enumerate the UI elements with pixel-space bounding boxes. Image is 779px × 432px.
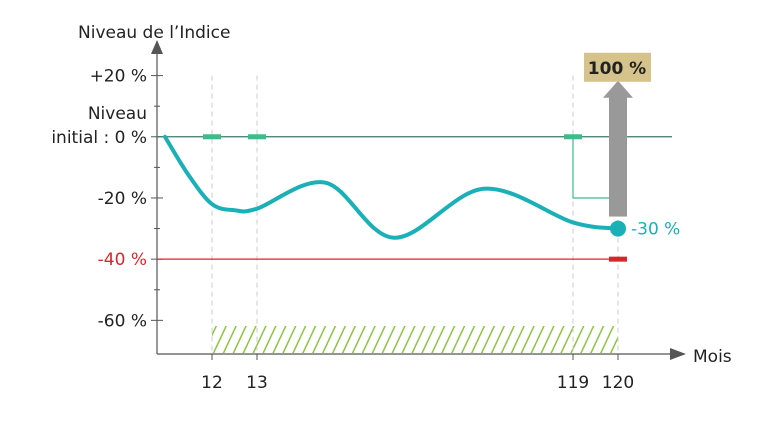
final-value-label: -30 %: [631, 220, 680, 240]
payout-arrow-head: [603, 80, 633, 98]
x-axis-label: Mois: [693, 347, 732, 367]
final-point: [610, 220, 626, 237]
payout-arrow-shaft: [609, 96, 627, 217]
barrier-marker: [609, 256, 627, 262]
y-tick-label: Niveau initial : 0 %: [51, 104, 147, 148]
x-axis-arrow: [670, 348, 686, 360]
observation-mark: [248, 134, 266, 140]
payout-label-box: [584, 52, 651, 82]
x-tick-label: 13: [246, 373, 268, 393]
x-tick-label: 120: [602, 373, 634, 393]
y-tick-label: -40 %: [98, 250, 147, 270]
y-axis-label: Niveau de l’Indice: [78, 23, 230, 43]
y-tick-label: -20 %: [98, 189, 147, 209]
index-line: [163, 134, 620, 240]
hatch-area: [212, 326, 618, 353]
observation-mark: [203, 134, 221, 140]
payout-label: 100 %: [588, 59, 646, 79]
x-tick-label: 119: [557, 373, 589, 393]
y-tick-label: -60 %: [98, 311, 147, 331]
y-axis-arrow: [151, 40, 163, 54]
final-threshold-step: [572, 136, 618, 199]
y-tick-label: +20 %: [90, 67, 147, 87]
x-tick-label: 12: [201, 373, 223, 393]
